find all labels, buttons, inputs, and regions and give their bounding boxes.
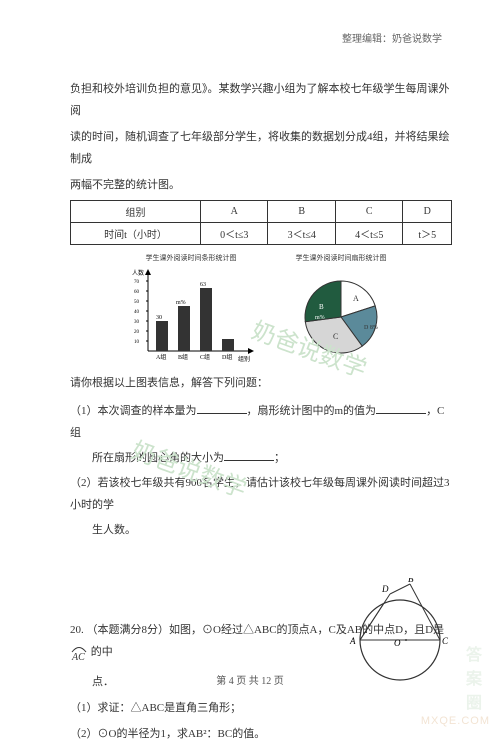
corner-wm-line1: 答案圈 bbox=[466, 641, 482, 713]
intro-line2: 读的时间，随机调查了七年级部分学生，将收集的数据划分成4组，并将结果绘制成 bbox=[70, 126, 452, 170]
svg-text:B: B bbox=[408, 578, 414, 584]
th-2: B bbox=[268, 201, 336, 223]
svg-text:A: A bbox=[353, 294, 359, 303]
bar-chart-svg: 人数 组别 10 20 30 40 50 60 70 bbox=[126, 265, 256, 365]
q1-prefix: （1）本次调查的样本量为 bbox=[70, 405, 197, 417]
pie-chart-title: 学生课外阅读时间扇形统计图 bbox=[286, 253, 396, 263]
svg-text:50: 50 bbox=[134, 300, 140, 305]
th-4: D bbox=[403, 201, 452, 223]
blank-2 bbox=[376, 403, 426, 414]
svg-text:m%: m% bbox=[176, 300, 186, 306]
svg-text:40: 40 bbox=[134, 310, 140, 315]
pie-chart-svg: A B m% C D 8% bbox=[286, 265, 396, 365]
row-label: 时间t（小时） bbox=[71, 223, 201, 245]
svg-text:C组: C组 bbox=[200, 353, 210, 361]
q20-part2: （2）⊙O的半径为1，求AB²：BC的值。 bbox=[70, 723, 452, 745]
cell-0: 0＜t≤3 bbox=[200, 223, 268, 245]
page-footer: 第 4 页 共 12 页 bbox=[0, 672, 500, 687]
svg-text:D: D bbox=[381, 584, 389, 594]
q2-line2: 生人数。 bbox=[70, 519, 452, 541]
svg-text:m%: m% bbox=[315, 315, 325, 321]
q1-line1: （1）本次调查的样本量为，扇形统计图中的m的值为，C组 bbox=[70, 400, 452, 444]
pie-chart: 学生课外阅读时间扇形统计图 A B m% C D 8% bbox=[286, 253, 396, 368]
th-3: C bbox=[335, 201, 403, 223]
svg-text:70: 70 bbox=[134, 280, 140, 285]
svg-text:30: 30 bbox=[134, 320, 140, 325]
svg-text:20: 20 bbox=[134, 330, 140, 335]
intro-line3: 两幅不完整的统计图。 bbox=[70, 174, 452, 196]
q1-line2a: 所在扇形的圆心角的大小为 bbox=[92, 452, 224, 464]
svg-text:D 8%: D 8% bbox=[364, 325, 378, 331]
svg-text:60: 60 bbox=[134, 290, 140, 295]
svg-text:B组: B组 bbox=[178, 353, 188, 361]
corner-wm-line2: MXQE.COM bbox=[421, 715, 490, 727]
q1-line2b: ； bbox=[274, 452, 285, 464]
prompt: 请你根据以上图表信息，解答下列问题： bbox=[70, 372, 452, 394]
svg-text:C: C bbox=[442, 636, 449, 646]
q2-line1: （2）若该校七年级共有900名学生，请估计该校七年级每周课外阅读时间超过3小时的… bbox=[70, 472, 452, 516]
cell-2: 4＜t≤5 bbox=[335, 223, 403, 245]
svg-text:组别: 组别 bbox=[238, 355, 250, 363]
cell-1: 3＜t≤4 bbox=[268, 223, 336, 245]
blank-3 bbox=[224, 450, 274, 461]
svg-text:A: A bbox=[349, 636, 356, 646]
svg-text:人数: 人数 bbox=[132, 269, 144, 277]
svg-text:30: 30 bbox=[156, 315, 162, 321]
data-table: 组别 A B C D 时间t（小时） 0＜t≤3 3＜t≤4 4＜t≤5 t＞5 bbox=[70, 200, 452, 245]
arc-label: AC bbox=[72, 648, 85, 668]
svg-text:O: O bbox=[394, 638, 401, 648]
header-credit: 整理编辑：奶爸说数学 bbox=[342, 30, 442, 45]
svg-text:B: B bbox=[319, 303, 324, 311]
intro-line1: 负担和校外培训负担的意见》。某数学兴趣小组为了解本校七年级学生每周课外阅 bbox=[70, 78, 452, 122]
th-0: 组别 bbox=[71, 201, 201, 223]
bar-chart-title: 学生课外阅读时间条形统计图 bbox=[126, 253, 256, 263]
q1-mid1: ，扇形统计图中的m的值为 bbox=[247, 405, 377, 417]
svg-text:A组: A组 bbox=[156, 353, 166, 361]
th-1: A bbox=[200, 201, 268, 223]
svg-text:C: C bbox=[333, 332, 338, 341]
q20-header-b: 的中 bbox=[91, 646, 113, 658]
svg-text:D组: D组 bbox=[222, 353, 232, 361]
q1-line2: 所在扇形的圆心角的大小为 ； bbox=[70, 447, 452, 469]
svg-text:10: 10 bbox=[134, 340, 140, 345]
svg-text:63: 63 bbox=[200, 282, 206, 288]
bar-chart: 学生课外阅读时间条形统计图 人数 组别 10 20 30 40 50 60 70 bbox=[126, 253, 256, 368]
q20-part1: （1）求证：△ABC是直角三角形； bbox=[70, 697, 452, 719]
cell-3: t＞5 bbox=[403, 223, 452, 245]
blank-1 bbox=[197, 403, 247, 414]
